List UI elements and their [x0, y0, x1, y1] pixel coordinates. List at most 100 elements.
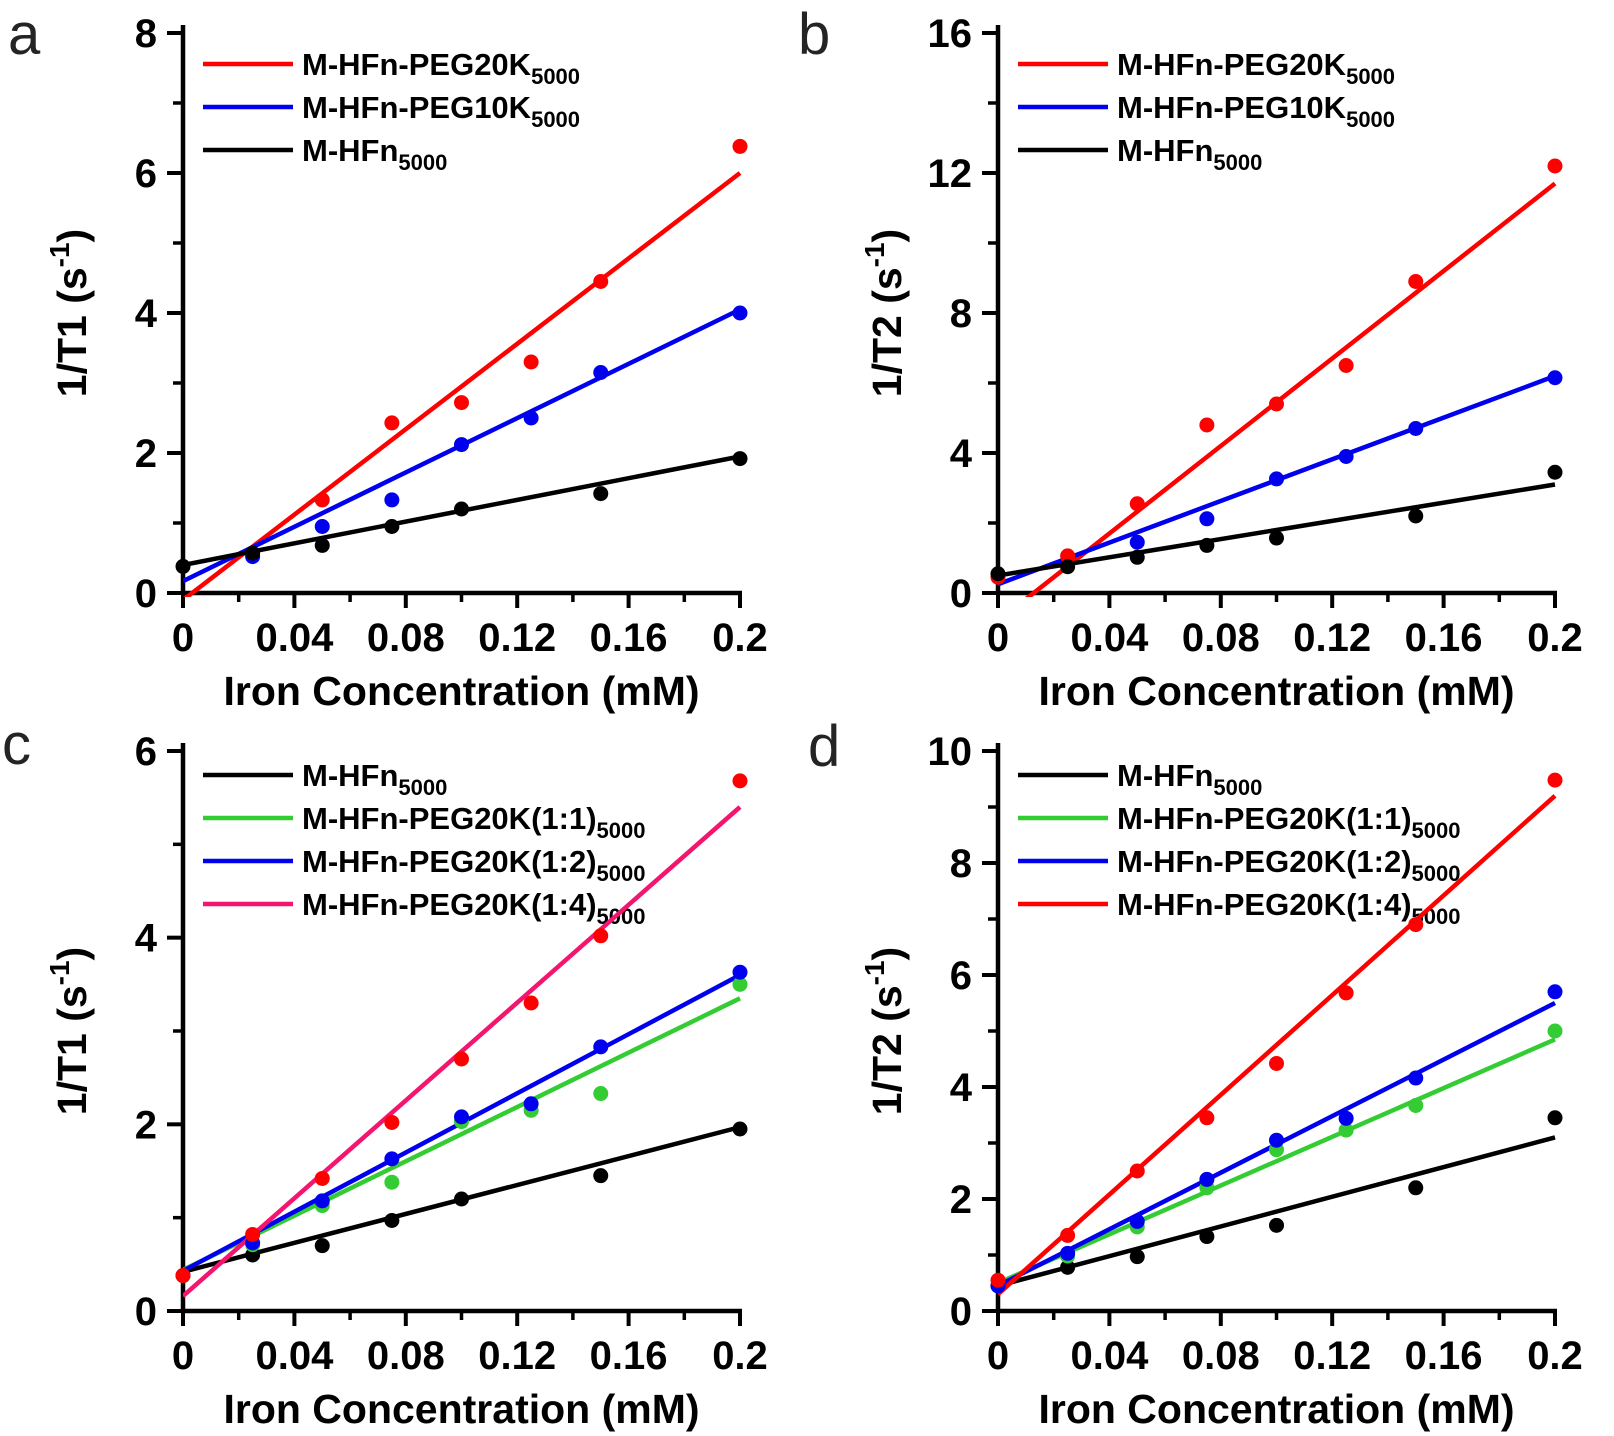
data-point	[732, 138, 748, 154]
data-point	[314, 1170, 330, 1186]
data-point	[1338, 1122, 1354, 1138]
data-point	[384, 1151, 400, 1167]
data-point	[1408, 1180, 1424, 1196]
x-tick-label: 0.12	[1293, 616, 1371, 660]
data-point	[732, 451, 748, 467]
legend-item: M-HFn-PEG20K(1:1)5000	[203, 801, 645, 843]
data-point	[1269, 530, 1284, 546]
x-tick-label: 0.04	[255, 1334, 334, 1378]
fit-line	[998, 482, 1556, 578]
legend-label: M-HFn-PEG20K5000	[1117, 47, 1395, 89]
legend-label: M-HFn5000	[1117, 758, 1262, 800]
data-point	[1060, 1227, 1076, 1243]
panel-label-d: d	[808, 714, 841, 779]
legend-label: M-HFn-PEG10K5000	[1117, 90, 1395, 132]
panel-label-a: a	[8, 2, 41, 67]
chart-a: 0 0.04 0.08 0.12 0.16 0.2 0 2 4 6 8 Iron Concentrat…	[44, 12, 768, 714]
data-point	[1199, 417, 1215, 433]
y-tick-label: 0	[135, 1290, 157, 1334]
y-tick-label: 8	[950, 842, 972, 886]
fit-line	[183, 171, 742, 597]
legend-item: M-HFn5000	[203, 758, 447, 800]
x-axis-title: Iron Concentration (mM)	[223, 1386, 699, 1432]
y-tick-label: 6	[950, 954, 972, 998]
y-tick-label: 2	[135, 432, 157, 476]
data-point	[1547, 158, 1563, 174]
x-tick-label: 0.08	[367, 1334, 445, 1378]
data-point	[1199, 1171, 1215, 1187]
x-tick-label: 0.12	[478, 616, 556, 660]
y-tick-label: 12	[928, 152, 973, 196]
data-point	[1547, 1023, 1563, 1039]
data-point	[593, 486, 609, 502]
data-point	[314, 537, 330, 553]
data-point	[1408, 1070, 1424, 1086]
y-tick-label: 2	[135, 1103, 157, 1147]
data-point	[1060, 548, 1076, 564]
data-point	[1547, 772, 1563, 788]
data-point	[1269, 471, 1284, 487]
data-point	[990, 1272, 1006, 1288]
panel-b: 0 0.04 0.08 0.12 0.16 0.2 0 4 8 12 16 Iron Concentr…	[815, 0, 1614, 718]
legend-item: M-HFn-PEG20K(1:2)5000	[1018, 844, 1460, 886]
x-tick-label: 0.16	[590, 1334, 668, 1378]
panel-d: 0 0.04 0.08 0.12 0.16 0.2 0 2 4 6 8 10 Iron Concentr…	[815, 718, 1614, 1436]
data-point	[523, 1096, 539, 1112]
y-tick-label: 8	[135, 12, 157, 56]
data-point	[245, 1247, 261, 1263]
y-axis-title: 1/T2 (s-1)	[859, 229, 910, 397]
legend-label: M-HFn-PEG20K(1:2)5000	[1117, 844, 1460, 886]
data-point	[1199, 511, 1215, 527]
data-point	[454, 1191, 469, 1207]
panel-c: 0 0.04 0.08 0.12 0.16 0.2 0 2 4 6 Iron Concentrati…	[0, 718, 799, 1436]
data-point	[1338, 985, 1354, 1001]
data-point	[1408, 1097, 1424, 1113]
data-point	[1129, 496, 1145, 512]
x-tick-label: 0.16	[1405, 616, 1483, 660]
x-tick-label: 0.16	[590, 616, 668, 660]
data-point	[593, 274, 609, 289]
legend-item: M-HFn-PEG10K5000	[203, 90, 580, 132]
x-tick-label: 0.08	[367, 616, 445, 660]
fit-line	[998, 1135, 1556, 1288]
x-tick-label: 0	[172, 616, 194, 660]
data-point	[314, 492, 330, 508]
legend-label: M-HFn-PEG20K(1:1)5000	[1117, 801, 1460, 843]
data-point	[1338, 449, 1354, 464]
y-tick-label: 0	[135, 572, 157, 616]
y-tick-label: 4	[135, 917, 158, 961]
data-point	[1060, 1245, 1076, 1261]
fit-line	[998, 794, 1557, 1296]
data-point	[175, 1268, 191, 1284]
x-axis-title: Iron Concentration (mM)	[1038, 1386, 1514, 1432]
data-point	[384, 492, 400, 508]
x-tick-label: 0.08	[1182, 1334, 1260, 1378]
legend-label: M-HFn-PEG10K5000	[302, 90, 580, 132]
y-tick-label: 4	[950, 1066, 973, 1110]
x-tick-label: 0.2	[1527, 1334, 1583, 1378]
data-point	[523, 410, 539, 426]
x-tick-label: 0.04	[255, 616, 334, 660]
data-point	[1129, 1213, 1145, 1229]
data-point	[1269, 1132, 1284, 1148]
legend-label: M-HFn-PEG20K(1:4)5000	[302, 887, 645, 929]
data-point	[593, 1086, 609, 1102]
y-axis-title: 1/T1 (s-1)	[44, 229, 95, 397]
chart-b: 0 0.04 0.08 0.12 0.16 0.2 0 4 8 12 16 Iron Concentr…	[859, 12, 1583, 714]
x-tick-label: 0.12	[478, 1334, 556, 1378]
data-point	[1129, 549, 1145, 565]
x-tick-label: 0.2	[712, 616, 768, 660]
x-tick-label: 0.16	[1405, 1334, 1483, 1378]
data-point	[593, 1168, 609, 1184]
y-tick-label: 6	[135, 152, 157, 196]
legend-item: M-HFn-PEG20K5000	[203, 47, 580, 89]
y-tick-label: 8	[950, 292, 972, 336]
legend-label: M-HFn5000	[302, 758, 447, 800]
data-point	[1408, 421, 1424, 436]
legend-item: M-HFn5000	[1018, 133, 1262, 175]
x-tick-label: 0.2	[712, 1334, 768, 1378]
data-point	[245, 545, 261, 561]
x-tick-label: 0	[987, 616, 1009, 660]
data-point	[175, 558, 191, 574]
